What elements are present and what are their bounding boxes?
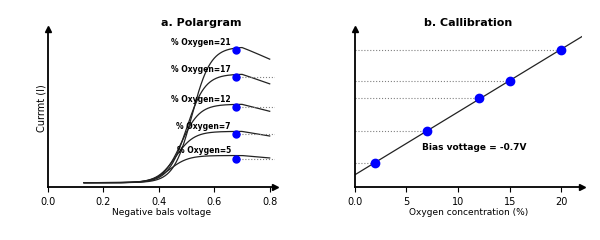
Y-axis label: Currmt (I): Currmt (I) xyxy=(37,84,47,132)
Text: % Oxygen=17: % Oxygen=17 xyxy=(171,65,231,74)
X-axis label: Oxygen concentration (%): Oxygen concentration (%) xyxy=(409,208,528,217)
X-axis label: Negative bals voltage: Negative bals voltage xyxy=(112,208,211,217)
Text: Bias vottage = -0.7V: Bias vottage = -0.7V xyxy=(422,143,526,152)
Text: % Oxygen=7: % Oxygen=7 xyxy=(176,122,231,131)
Text: % Oxygen=5: % Oxygen=5 xyxy=(176,146,231,155)
Text: a. Polargram: a. Polargram xyxy=(161,18,241,28)
Title: b. Callibration: b. Callibration xyxy=(424,18,512,28)
Text: % Oxygen=21: % Oxygen=21 xyxy=(171,38,231,47)
Text: % Oxygen=12: % Oxygen=12 xyxy=(171,95,231,104)
